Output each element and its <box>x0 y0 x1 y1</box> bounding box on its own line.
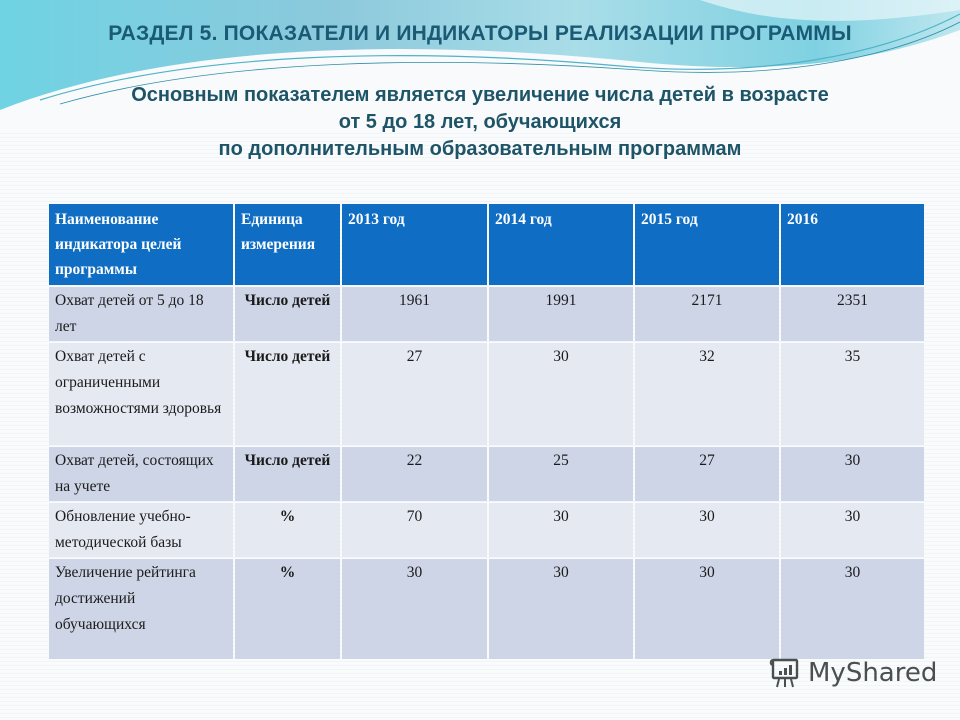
value-2015: 30 <box>635 503 779 557</box>
subtitle: Основным показателем является увеличение… <box>40 82 920 163</box>
section-title: РАЗДЕЛ 5. ПОКАЗАТЕЛИ И ИНДИКАТОРЫ РЕАЛИЗ… <box>108 22 852 45</box>
value-2016: 2351 <box>781 287 924 341</box>
value-2014: 25 <box>489 447 633 501</box>
header-2015: 2015 год <box>635 204 779 285</box>
value-2015: 27 <box>635 447 779 501</box>
value-2016: 30 <box>781 559 924 659</box>
subtitle-line-3: по дополнительным образовательным програ… <box>218 138 742 160</box>
value-2016: 30 <box>781 447 924 501</box>
table-row: Охват детей, состоящих на учете Число де… <box>49 447 924 501</box>
table-row: Охват детей с ограниченными возможностям… <box>49 343 924 445</box>
table-row: Обновление учебно-методической базы % 70… <box>49 503 924 557</box>
value-2014: 1991 <box>489 287 633 341</box>
unit: % <box>235 503 340 557</box>
watermark-text: MyShared <box>808 658 938 688</box>
indicator-name: Увеличение рейтинга достижений обучающих… <box>49 559 233 659</box>
value-2013: 1961 <box>342 287 487 341</box>
value-2014: 30 <box>489 503 633 557</box>
value-2013: 70 <box>342 503 487 557</box>
table-row: Охват детей от 5 до 18 лет Число детей 1… <box>49 287 924 341</box>
indicators-table: Наименование индикатора целей программы … <box>47 202 926 661</box>
unit: Число детей <box>235 343 340 445</box>
subtitle-line-2: от 5 до 18 лет, обучающихся <box>338 111 622 133</box>
header-2013: 2013 год <box>342 204 487 285</box>
presentation-chart-icon <box>769 658 799 688</box>
value-2013: 22 <box>342 447 487 501</box>
value-2015: 30 <box>635 559 779 659</box>
header-unit: Единица измерения <box>235 204 340 285</box>
subtitle-line-1: Основным показателем является увеличение… <box>131 84 829 106</box>
value-2014: 30 <box>489 343 633 445</box>
unit: % <box>235 559 340 659</box>
value-2013: 27 <box>342 343 487 445</box>
indicator-name: Охват детей, состоящих на учете <box>49 447 233 501</box>
header-2016: 2016 <box>781 204 924 285</box>
unit: Число детей <box>235 447 340 501</box>
table-row: Увеличение рейтинга достижений обучающих… <box>49 559 924 659</box>
table-header-row: Наименование индикатора целей программы … <box>49 204 924 285</box>
value-2014: 30 <box>489 559 633 659</box>
indicator-name: Охват детей с ограниченными возможностям… <box>49 343 233 445</box>
myshared-watermark[interactable]: MyShared <box>768 656 937 690</box>
value-2016: 30 <box>781 503 924 557</box>
header-indicator-name: Наименование индикатора целей программы <box>49 204 233 285</box>
value-2015: 2171 <box>635 287 779 341</box>
decorative-swoosh <box>0 0 960 130</box>
indicator-name: Обновление учебно-методической базы <box>49 503 233 557</box>
indicator-name: Охват детей от 5 до 18 лет <box>49 287 233 341</box>
header-2014: 2014 год <box>489 204 633 285</box>
value-2013: 30 <box>342 559 487 659</box>
value-2016: 35 <box>781 343 924 445</box>
unit: Число детей <box>235 287 340 341</box>
value-2015: 32 <box>635 343 779 445</box>
